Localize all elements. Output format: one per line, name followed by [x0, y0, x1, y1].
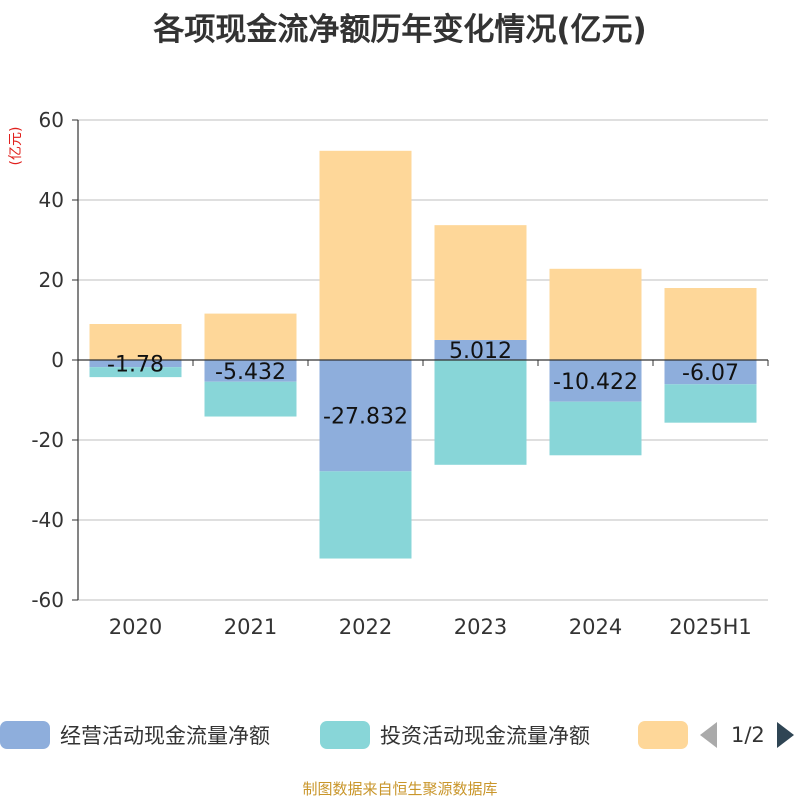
y-tick-label: 20 [39, 268, 64, 292]
bar-3-2021 [204, 313, 297, 360]
legend-item-operating[interactable]: 经营活动现金流量净额 [0, 720, 270, 750]
legend-swatch [638, 721, 688, 749]
bars [89, 150, 757, 559]
bar-3-2020 [89, 324, 182, 360]
legend: 经营活动现金流量净额 投资活动现金流量净额 1/2 [0, 712, 800, 758]
bar-1-2022 [319, 360, 412, 472]
bar-1-2024 [549, 360, 642, 402]
bar-3-2025H1 [664, 288, 757, 360]
x-tick-label: 2021 [224, 615, 277, 639]
data-label: -10.422 [553, 370, 638, 395]
tick-labels: 60 40 20 0 -20 -40 -60 2020 2021 2022 2023 2024 2025… [31, 108, 751, 639]
bar-2-2022 [319, 471, 412, 559]
x-tick-label: 2022 [339, 615, 392, 639]
legend-swatch [0, 721, 50, 749]
y-tick-label: -40 [31, 508, 64, 532]
y-tick-label: 40 [39, 188, 64, 212]
chart-title: 各项现金流净额历年变化情况(亿元) [153, 12, 647, 48]
x-tick-label: 2024 [569, 615, 622, 639]
bar-3-2022 [319, 150, 412, 360]
legend-next-icon[interactable] [776, 722, 794, 748]
data-label: -6.07 [682, 361, 739, 386]
legend-page-indicator: 1/2 [731, 723, 765, 747]
bar-1-2023 [434, 339, 527, 360]
grid-lines [78, 119, 768, 601]
axes [72, 119, 769, 601]
bar-1-2025H1 [664, 360, 757, 385]
y-tick-label: -60 [31, 588, 64, 612]
bar-2-2021 [204, 381, 297, 417]
y-tick-label: -20 [31, 428, 64, 452]
legend-label: 投资活动现金流量净额 [380, 724, 590, 748]
bar-2-2024 [549, 401, 642, 456]
bar-chart: 60 40 20 0 -20 -40 -60 2020 2021 2022 2023 2024 2025… [31, 108, 769, 639]
y-tick-label: 0 [51, 348, 64, 372]
legend-prev-icon[interactable] [700, 722, 717, 748]
legend-item-third[interactable] [638, 720, 698, 750]
x-tick-label: 2020 [109, 615, 162, 639]
source-note: 制图数据来自恒生聚源数据库 [302, 780, 498, 798]
data-label: -27.832 [323, 405, 408, 430]
legend-pager: 1/2 [700, 718, 794, 752]
bar-2-2025H1 [664, 384, 757, 423]
legend-item-investing[interactable]: 投资活动现金流量净额 [320, 720, 590, 750]
data-label: 5.012 [449, 339, 512, 364]
x-tick-label: 2025H1 [669, 615, 752, 639]
x-tick-label: 2023 [454, 615, 507, 639]
bar-3-2024 [549, 268, 642, 360]
bar-1-2020 [89, 360, 182, 368]
data-labels: -1.78 -5.432 -27.832 5.012 -10.422 -6.07 [107, 339, 739, 430]
data-label: -5.432 [215, 360, 286, 385]
legend-swatch [320, 721, 370, 749]
bar-2-2020 [89, 367, 182, 378]
bar-1-2021 [204, 360, 297, 382]
y-tick-label: 60 [39, 108, 64, 132]
data-label: -1.78 [107, 353, 164, 378]
bar-3-2023 [434, 225, 527, 340]
legend-label: 经营活动现金流量净额 [60, 724, 270, 748]
bar-2-2023 [434, 360, 527, 465]
